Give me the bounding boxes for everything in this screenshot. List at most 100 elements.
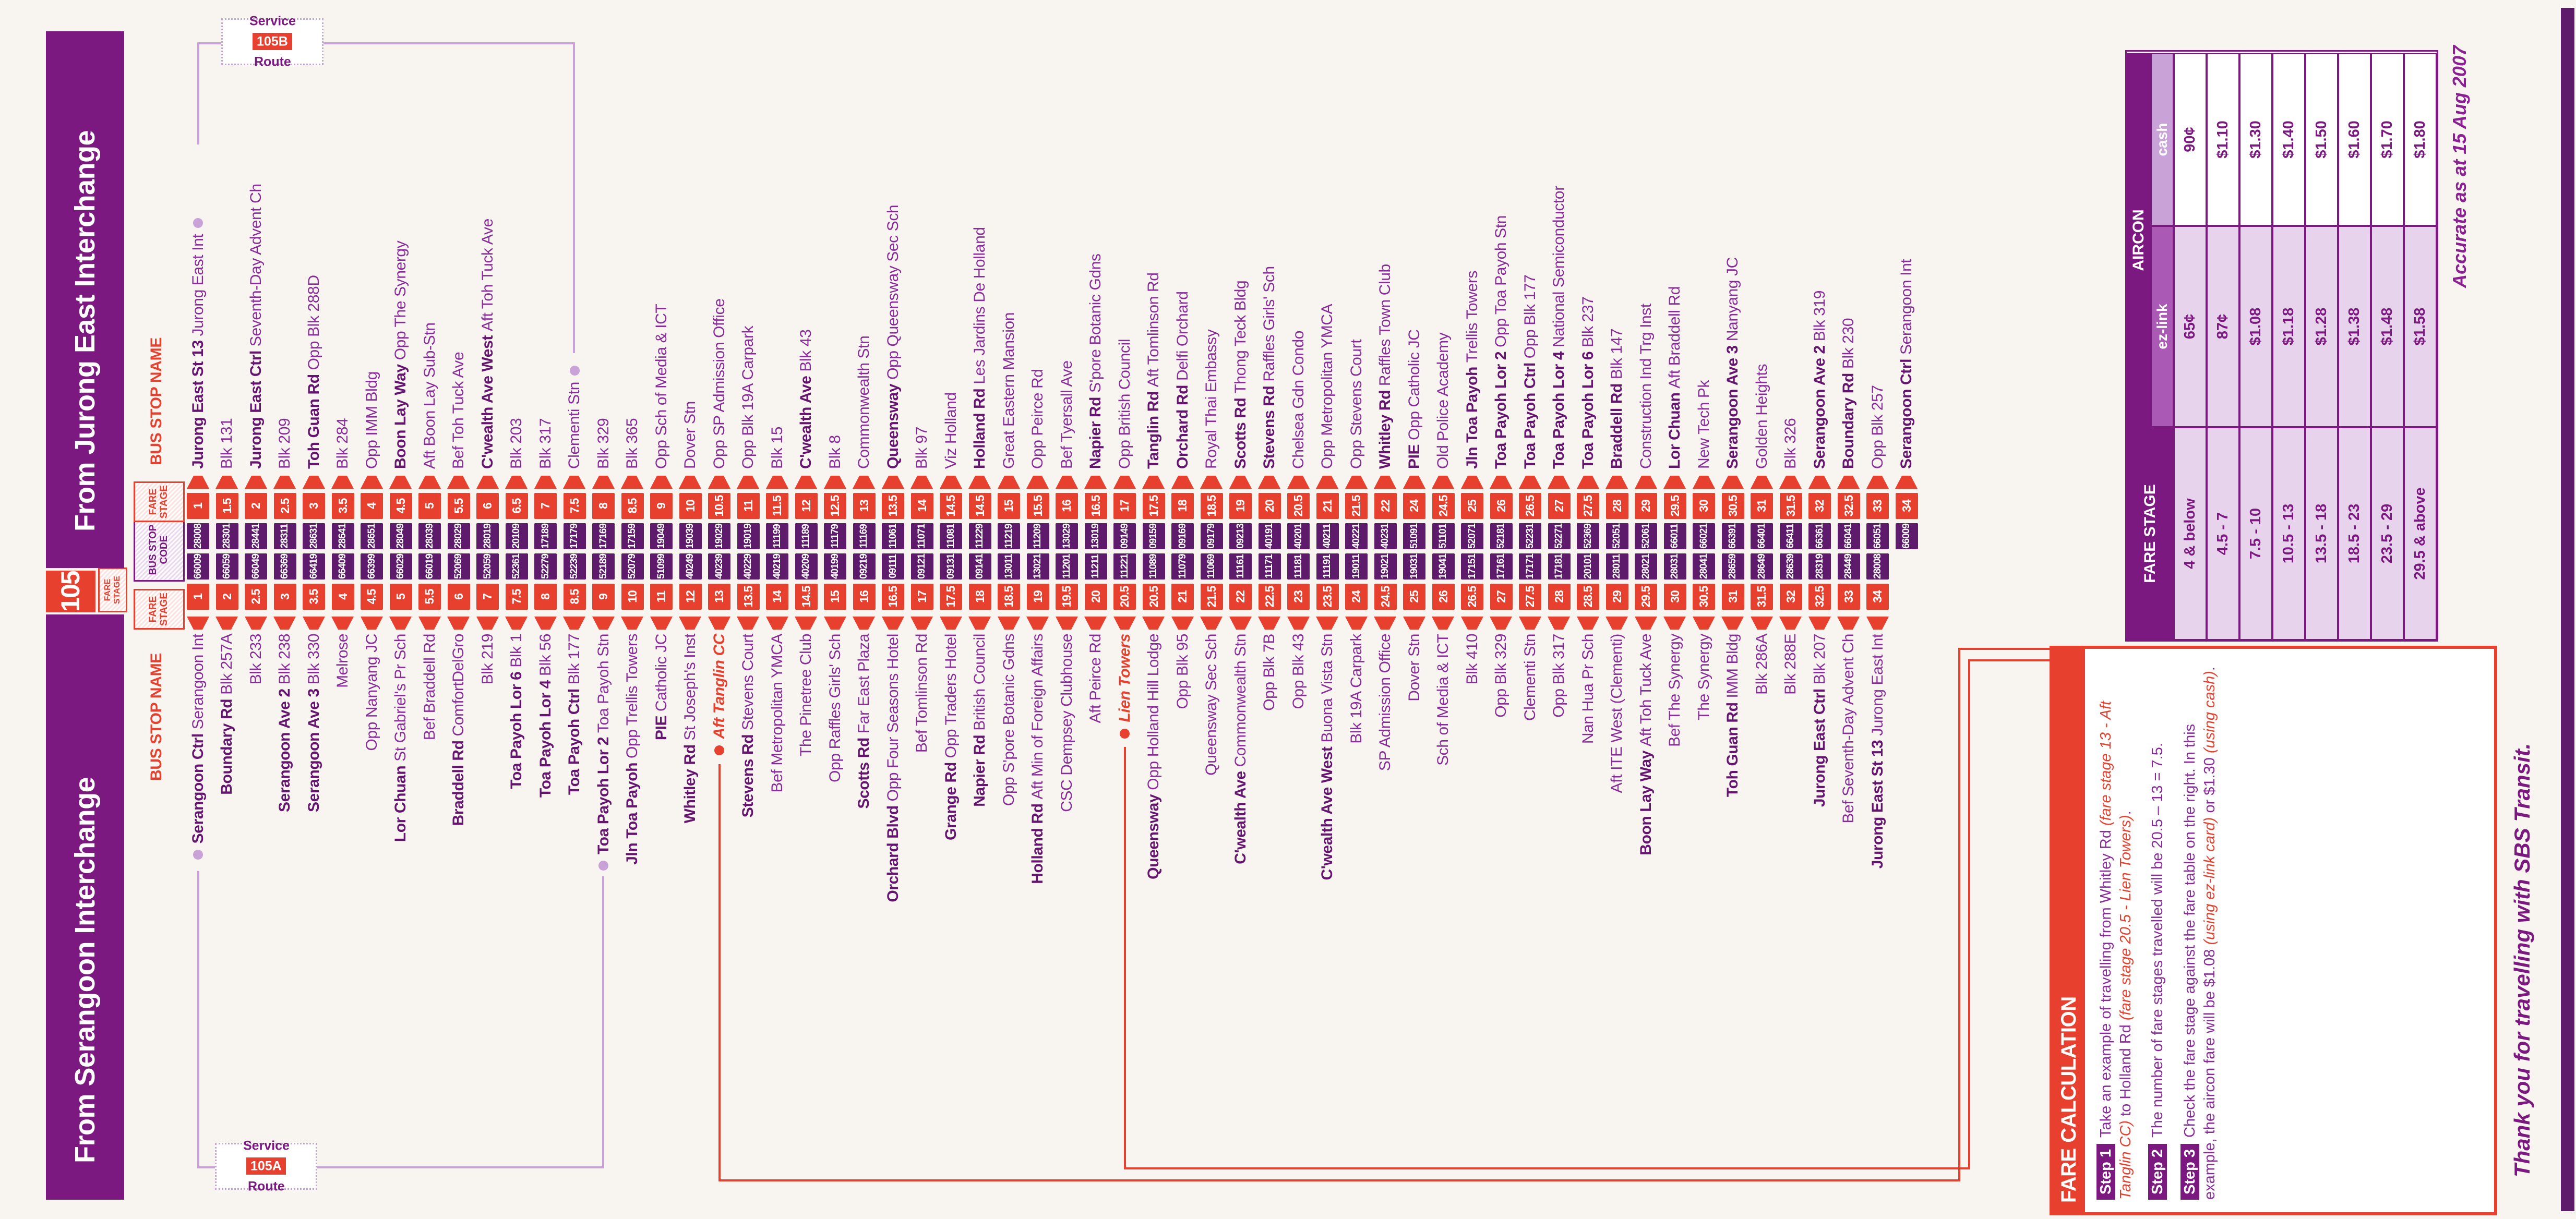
fare-table-stage-range: 18.5 - 23 (2338, 427, 2371, 640)
direction-arrow-jurong (1460, 473, 1483, 489)
stop-name-text: Scotts Rd Far East Plaza (855, 634, 873, 809)
stop-row: Blk 288E 32 28639 66411 31.5 Blk 326 (1777, 0, 1806, 1219)
direction-arrow-serangoon (1084, 614, 1107, 630)
stop-name-jurong-direction: Holland Rd Les Jardins De Holland (971, 0, 988, 469)
fare-example-line-lien (1124, 1167, 1970, 1169)
bus-stop-code-serangoon: 11079 (1171, 553, 1194, 580)
fare-stage-serangoon: 30.5 (1693, 584, 1716, 610)
bus-stop-code-jurong: 51101 (1432, 523, 1455, 549)
fare-stage-jurong: 25 (1461, 493, 1484, 519)
stop-name-text: Blk 8 (826, 435, 844, 469)
direction-arrow-serangoon (1837, 614, 1860, 630)
stop-name-jurong-direction: C'wealth Ave West Aft Toh Tuck Ave (479, 0, 496, 469)
stop-row: Bef Metropolitan YMCA 14 40219 11199 11.… (763, 0, 792, 1219)
stop-row: Opp Blk 43 23 11181 40201 20.5 Chelsea G… (1284, 0, 1313, 1219)
fare-example-line-lien (1968, 659, 1970, 1169)
bus-stop-code-jurong: 28311 (273, 523, 296, 549)
fare-stage-jurong: 1.5 (215, 493, 238, 519)
stop-name-jurong-direction: Toa Payoh Lor 4 National Semiconductor (1550, 0, 1567, 469)
stop-name-text: Jurong East St 13 Jurong East Int (189, 234, 207, 469)
fare-stage-jurong: 9 (650, 493, 673, 519)
stop-name-text: Stevens Rd Stevens Court (739, 634, 757, 818)
stop-name-jurong-direction: Golden Heights (1753, 0, 1770, 469)
stop-row: Braddell Rd ComfortDelGro 6 52069 28029 … (445, 0, 474, 1219)
stop-name-text: Dover Stn (681, 401, 699, 469)
stop-row: Jurong East Ctrl Blk 207 32.5 28319 6636… (1805, 0, 1835, 1219)
stop-name-jurong-direction: Napier Rd S'pore Botanic Gdns (1087, 0, 1104, 469)
direction-arrow-serangoon (1432, 614, 1455, 630)
direction-arrow-jurong (273, 473, 296, 489)
stop-name-text: Great Eastern Mansion (1000, 312, 1017, 469)
direction-arrow-serangoon (1258, 614, 1281, 630)
fare-stage-jurong: 7.5 (563, 493, 586, 519)
bus-stop-code-jurong: 52071 (1461, 523, 1484, 549)
bus-stop-code-serangoon: 19011 (1345, 553, 1368, 580)
stop-row: Opp Nanyang JC 4.5 66399 28651 4 Opp IMM… (357, 0, 387, 1219)
bus-stop-code-jurong: 52231 (1519, 523, 1542, 549)
bus-stop-code-jurong: 40211 (1316, 523, 1339, 549)
fare-stage-serangoon: 8.5 (563, 584, 586, 610)
stop-row: 66009 34 Serangoon Ctrl Serangoon Int (1892, 0, 1922, 1219)
stop-name-jurong-direction: Tanglin Rd Aft Tomlinson Rd (1145, 0, 1162, 469)
route-105b-line (573, 42, 575, 353)
fare-stage-serangoon: 28 (1548, 584, 1571, 610)
stop-name-jurong-direction: Great Eastern Mansion (1000, 0, 1017, 469)
stop-name-text: Chelsea Gdn Condo (1289, 330, 1307, 469)
bus-stop-code-serangoon: 40219 (766, 553, 789, 580)
fare-example-line-tanglin (1958, 648, 1960, 1181)
fare-stage-serangoon: 2.5 (245, 584, 268, 610)
stop-name-text: Bef The Synergy (1666, 634, 1684, 747)
step-text-highlight: (using ez-link card) (2201, 817, 2218, 945)
stop-name-text: Aft Peirce Rd (1087, 634, 1105, 723)
fare-stage-jurong: 6.5 (505, 493, 528, 519)
direction-arrow-jurong (939, 473, 962, 489)
fare-stage-jurong: 8 (592, 493, 615, 519)
direction-arrow-serangoon (186, 614, 209, 630)
fare-example-line-tanglin (1958, 648, 2052, 650)
stop-name-serangoon-direction: Blk 288E (1782, 634, 1800, 1219)
bus-stop-code-serangoon: 17151 (1461, 553, 1484, 580)
stop-name-text: Opp Peirce Rd (1029, 369, 1047, 469)
direction-arrow-serangoon (795, 614, 818, 630)
bus-stop-code-jurong: 28301 (215, 523, 238, 549)
fare-stage-jurong: 5 (418, 493, 441, 519)
stop-name-text: Blk 284 (334, 418, 352, 469)
stop-row: Opp Raffles Girls' Sch 15 40199 11179 12… (821, 0, 850, 1219)
fare-stage-label-serangoon-direction: FARE STAGE (134, 589, 185, 630)
stop-name-jurong-direction: Opp Sch of Media & ICT (653, 0, 670, 469)
stop-name-jurong-direction: Blk 284 (334, 0, 352, 469)
fare-stage-serangoon: 14.5 (795, 584, 818, 610)
fare-stage-serangoon: 18.5 (998, 584, 1021, 610)
stop-name-jurong-direction: Boundary Rd Blk 230 (1840, 0, 1857, 469)
stop-name-jurong-direction: Commonwealth Stn (855, 0, 872, 469)
direction-arrow-serangoon (1779, 614, 1802, 630)
fare-table-header-aircon: AIRCON (2127, 53, 2151, 427)
stop-name-text: Blk 131 (218, 418, 236, 469)
stop-name-serangoon-direction: CSC Dempsey Clubhouse (1058, 634, 1075, 1219)
direction-arrow-serangoon (534, 614, 557, 630)
fare-stage-serangoon: 31 (1721, 584, 1744, 610)
fare-stage-jurong: 31.5 (1779, 493, 1802, 519)
direction-arrow-serangoon (1576, 614, 1599, 630)
bus-stop-code-serangoon: 28449 (1837, 553, 1860, 580)
direction-arrow-jurong (360, 473, 383, 489)
bus-stop-code-jurong: 09159 (1142, 523, 1165, 549)
direction-arrow-jurong (737, 473, 760, 489)
fare-stage-jurong: 8.5 (621, 493, 644, 519)
stop-name-text: Toh Guan Rd IMM Bldg (1724, 634, 1742, 798)
fare-stage-jurong: 12.5 (824, 493, 847, 519)
direction-arrow-serangoon (1518, 614, 1541, 630)
direction-arrow-jurong (1692, 473, 1715, 489)
fare-stage-jurong: 13 (853, 493, 876, 519)
stop-name-jurong-direction: Jln Toa Payoh Trellis Towers (1464, 0, 1481, 469)
stop-name-serangoon-direction: Bef Metropolitan YMCA (769, 634, 786, 1219)
stop-name-jurong-direction: Blk 97 (913, 0, 930, 469)
stop-name-text: Lien Towers (1116, 634, 1133, 722)
bus-stop-code-serangoon: 11211 (1084, 553, 1107, 580)
stop-name-text: Blk 288E (1782, 634, 1800, 695)
direction-arrow-serangoon (1634, 614, 1657, 630)
direction-arrow-jurong (1808, 473, 1831, 489)
stop-name-serangoon-direction: Nan Hua Pr Sch (1579, 634, 1597, 1219)
bus-stop-code-jurong: 28008 (187, 523, 210, 549)
bus-stop-code-serangoon: 40239 (708, 553, 731, 580)
